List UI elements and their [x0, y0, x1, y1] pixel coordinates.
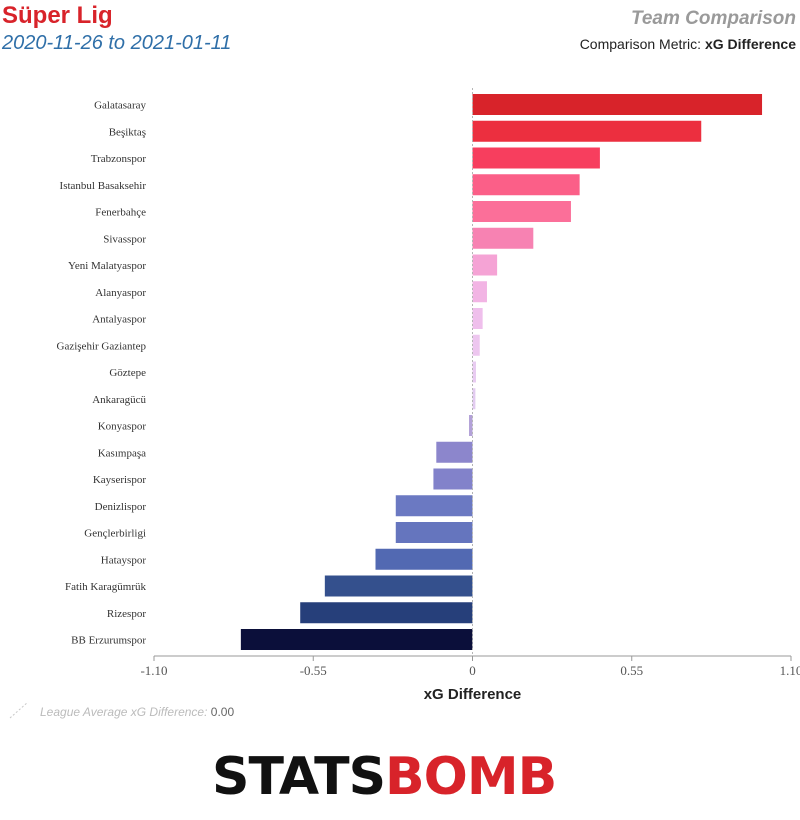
x-tick-label: -0.55: [300, 663, 327, 678]
category-label: Göztepe: [109, 367, 146, 379]
bar: [395, 522, 473, 543]
category-label: Hatayspor: [101, 554, 147, 566]
x-tick-label: 0.55: [620, 663, 643, 678]
bar: [395, 495, 473, 517]
category-label: Gazişehir Gaziantep: [57, 340, 147, 352]
x-tick-label: 0: [469, 663, 476, 678]
bar: [472, 308, 483, 329]
x-tick-label: -1.10: [140, 663, 167, 678]
bar: [472, 201, 571, 222]
x-tick-label: 1.10: [780, 663, 800, 678]
bar: [300, 602, 473, 624]
league-title: Süper Lig: [2, 2, 113, 29]
category-label: Fatih Karagümrük: [65, 581, 146, 593]
legend-dashed-line-icon: [9, 701, 29, 719]
category-label: Sivasspor: [103, 233, 146, 245]
comparison-title: Team Comparison: [630, 8, 796, 29]
bar: [375, 548, 473, 570]
category-label: BB Erzurumspor: [71, 635, 146, 647]
category-label: Denizlispor: [95, 501, 147, 513]
category-label: Istanbul Basaksehir: [60, 180, 147, 192]
category-label: Gençlerbirligi: [84, 528, 146, 540]
logo-bomb-text: BOMB: [385, 747, 557, 807]
comparison-metric: Comparison Metric: xG Difference: [580, 36, 796, 52]
category-label: Fenerbahçe: [95, 207, 146, 219]
category-label: Galatasaray: [94, 100, 146, 112]
bar: [472, 94, 763, 115]
category-label: Kasımpaşa: [98, 447, 146, 459]
logo-stats-text: STATS: [212, 747, 386, 807]
bar: [472, 254, 498, 276]
category-label: Beşiktaş: [109, 126, 146, 138]
statsbomb-logo: STATSBOMB: [212, 747, 557, 807]
category-label: Alanyaspor: [95, 287, 146, 299]
bar: [472, 227, 534, 249]
bar: [472, 281, 487, 303]
category-label: Yeni Malatyaspor: [68, 260, 146, 272]
x-axis-title: xG Difference: [424, 686, 522, 703]
date-range: 2020-11-26 to 2021-01-11: [2, 32, 232, 54]
bar: [472, 334, 480, 356]
bar: [472, 147, 600, 169]
bar: [469, 415, 473, 436]
category-label: Antalyaspor: [92, 314, 146, 326]
metric-value: xG Difference: [704, 36, 796, 52]
bar: [472, 361, 476, 383]
category-label: Ankaragücü: [92, 394, 146, 406]
bar: [433, 468, 473, 490]
bar: [436, 441, 473, 463]
category-label: Kayserispor: [93, 474, 146, 486]
bar: [472, 174, 580, 196]
bar: [472, 388, 476, 410]
league-average-legend: League Average xG Difference: 0.00: [40, 705, 234, 719]
category-label: Rizespor: [107, 608, 146, 620]
category-label: Trabzonspor: [91, 153, 147, 165]
bar-chart: Galatasaray Beşiktaş Trabzonspor Istanbul B…: [9, 88, 800, 719]
bar: [240, 629, 473, 650]
league-average-value: 0.00: [211, 705, 235, 719]
bar: [324, 575, 473, 597]
bar: [472, 120, 702, 142]
category-label: Konyaspor: [98, 421, 147, 433]
metric-label: Comparison Metric:: [579, 36, 702, 52]
